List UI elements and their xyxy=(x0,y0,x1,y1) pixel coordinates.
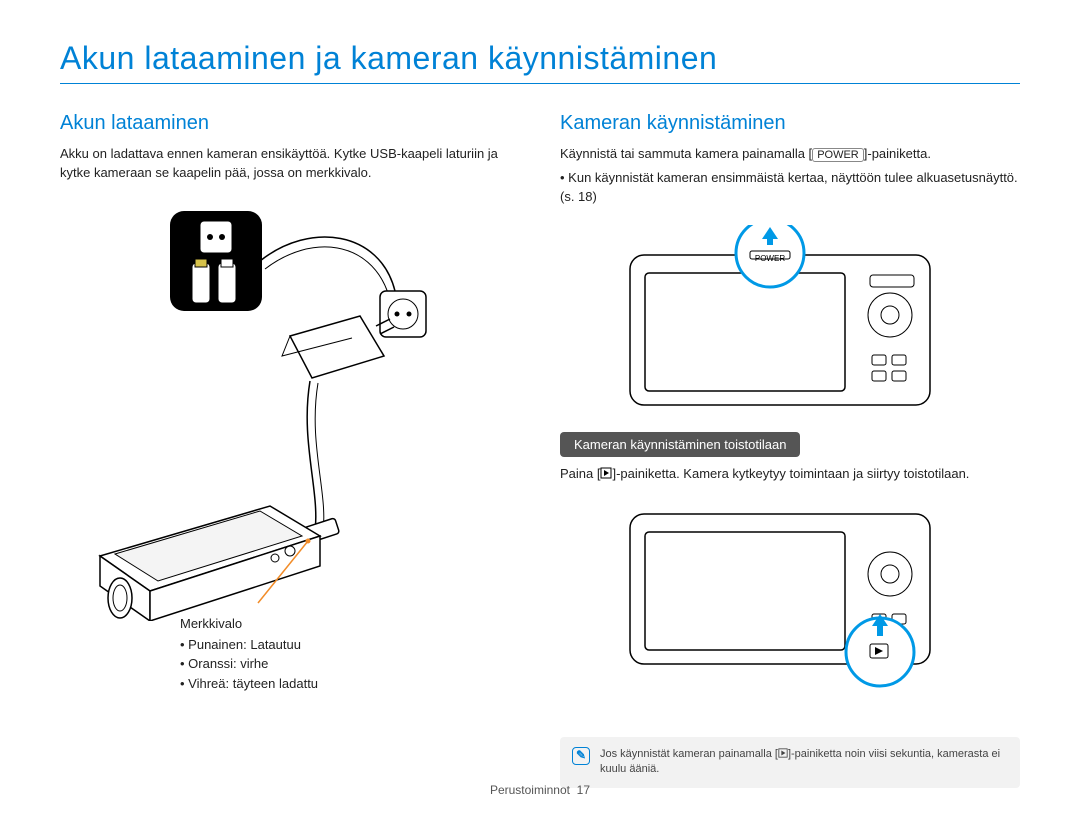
charging-diagram: Merkkivalo Punainen: Latautuu Oranssi: v… xyxy=(60,201,520,694)
note-text: Jos käynnistät kameran painamalla []-pai… xyxy=(600,747,1008,778)
indicator-orange: Oranssi: virhe xyxy=(180,654,520,674)
playback-diagram xyxy=(560,502,1020,697)
note-box: ✎ Jos käynnistät kameran painamalla []-p… xyxy=(560,737,1020,788)
left-heading: Akun lataaminen xyxy=(60,112,520,135)
title-divider xyxy=(60,83,1020,84)
left-intro: Akku on ladattava ennen kameran ensikäyt… xyxy=(60,145,520,183)
power-diagram: POWER xyxy=(560,225,1020,420)
right-column: Kameran käynnistäminen Käynnistä tai sam… xyxy=(560,112,1020,788)
right-bullets: Kun käynnistät kameran ensimmäistä kerta… xyxy=(560,168,1020,207)
power-key-label: POWER xyxy=(812,148,864,162)
playback-text: Paina []-painiketta. Kamera kytkeytyy to… xyxy=(560,465,1020,484)
indicator-list: Punainen: Latautuu Oranssi: virhe Vihreä… xyxy=(180,635,520,694)
left-column: Akun lataaminen Akku on ladattava ennen … xyxy=(60,112,520,788)
playback-icon xyxy=(778,748,788,758)
note-icon: ✎ xyxy=(572,747,590,765)
page-footer: Perustoiminnot 17 xyxy=(0,783,1080,797)
right-bullet-1: Kun käynnistät kameran ensimmäistä kerta… xyxy=(560,168,1020,207)
playback-icon xyxy=(600,467,612,479)
page-title: Akun lataaminen ja kameran käynnistämine… xyxy=(60,40,1020,77)
playback-subheading: Kameran käynnistäminen toistotilaan xyxy=(560,432,800,457)
right-heading: Kameran käynnistäminen xyxy=(560,112,1020,135)
indicator-red: Punainen: Latautuu xyxy=(180,635,520,655)
indicator-green: Vihreä: täyteen ladattu xyxy=(180,674,520,694)
right-intro: Käynnistä tai sammuta kamera painamalla … xyxy=(560,145,1020,164)
